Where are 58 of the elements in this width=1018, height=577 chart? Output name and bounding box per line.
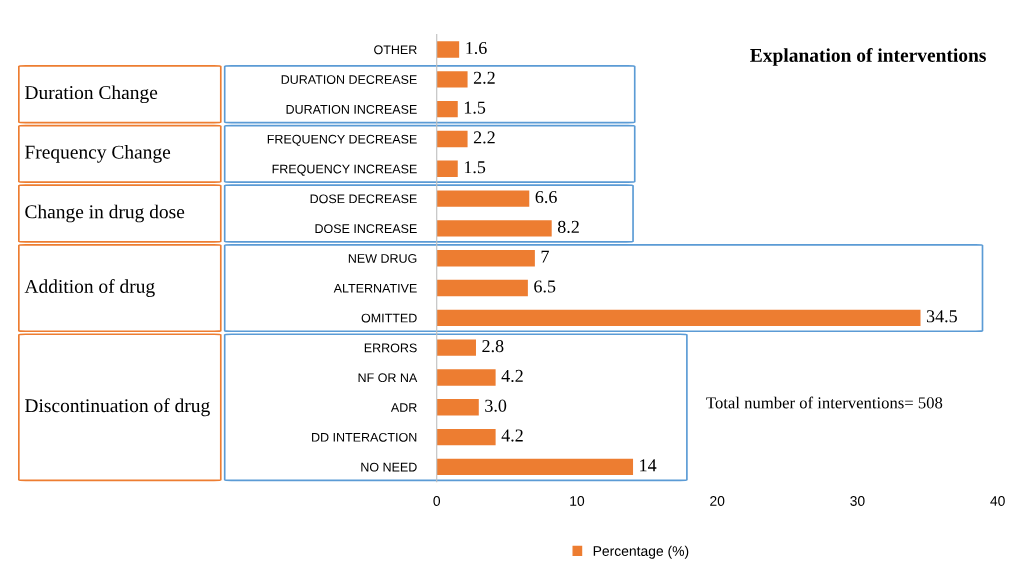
- y-tick-label: OTHER: [374, 45, 417, 55]
- data-label: 8.2: [557, 220, 579, 233]
- bar: [436, 71, 468, 88]
- data-label: 3.0: [485, 399, 507, 412]
- data-label: 6.6: [535, 190, 557, 204]
- y-tick-label: FREQUENCY INCREASE: [272, 164, 417, 176]
- bar: [436, 458, 634, 476]
- data-label: 2.8: [482, 339, 504, 353]
- data-label: 34.5: [926, 310, 957, 323]
- text: Frequency Change: [25, 145, 171, 163]
- bar: [436, 428, 496, 446]
- data-label: 7: [541, 250, 549, 263]
- bar: [436, 190, 530, 207]
- x-tick-label: 10: [570, 496, 585, 506]
- data-label: 6.5: [534, 280, 556, 293]
- data-label: 1.5: [464, 161, 486, 174]
- data-label: 2.2: [473, 131, 495, 144]
- bar: [436, 399, 479, 416]
- data-label: 4.2: [501, 369, 523, 383]
- bar: [436, 220, 552, 237]
- data-label: 1.5: [464, 101, 486, 114]
- y-tick-label: ALTERNATIVE: [333, 283, 417, 293]
- y-tick-label: NF OR NA: [358, 373, 418, 383]
- text: Duration Change: [25, 85, 158, 104]
- bar: [436, 279, 528, 297]
- bar: [436, 160, 458, 177]
- x-tick-label: 0: [433, 496, 441, 506]
- x-tick-label: 30: [850, 496, 865, 506]
- y-tick-label: NO NEED: [361, 462, 417, 472]
- data-label: 14: [640, 459, 657, 472]
- annotation: Total number of interventions= 508: [706, 396, 943, 409]
- text: Discontinuation of drug: [25, 398, 210, 417]
- x-tick-label: 20: [710, 496, 725, 506]
- y-tick-label: DURATION INCREASE: [286, 104, 417, 114]
- data-label: 1.6: [466, 41, 487, 55]
- bar: [436, 130, 468, 148]
- legend-label: Percentage (%): [593, 545, 689, 559]
- text: Change in drug dose: [25, 204, 185, 223]
- y-tick-label: DOSE DECREASE: [310, 194, 417, 204]
- y-tick-label: OMITTED: [361, 313, 417, 323]
- y-tick-label: DD INTERACTION: [312, 432, 417, 442]
- bar: [436, 309, 921, 327]
- data-label: 4.2: [501, 429, 523, 442]
- bar: [436, 369, 496, 386]
- y-tick-label: NEW DRUG: [348, 254, 417, 263]
- bar: [436, 250, 535, 267]
- y-tick-label: DURATION DECREASE: [281, 75, 417, 84]
- y-tick-label: FREQUENCY DECREASE: [267, 134, 417, 146]
- data-label: 2.2: [473, 71, 495, 84]
- x-tick-label: 40: [990, 496, 1005, 506]
- y-tick-label: DOSE INCREASE: [315, 224, 417, 234]
- bar: [436, 339, 476, 356]
- bar: [436, 100, 458, 118]
- text: Explanation of interventions: [750, 48, 986, 66]
- y-tick-label: ERRORS: [364, 343, 417, 353]
- bar: [436, 41, 460, 58]
- text: Addition of drug: [24, 279, 155, 297]
- y-tick-label: ADR: [390, 403, 417, 412]
